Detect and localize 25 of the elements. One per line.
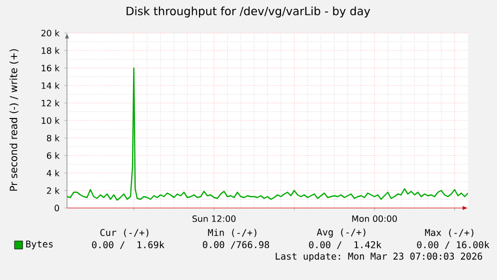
text: Cur (-/+) [100,228,148,238]
y-tick-label: 6 k [46,152,60,159]
y-tick-label: 20 k [41,30,60,36]
text: 0.00 / 16.00k [417,241,490,249]
legend-label: Bytes [26,240,53,250]
chart-title: Disk throughput for /dev/vg/varLib - by day [126,6,370,18]
y-tick-label: 10 k [42,117,60,124]
x-tick-label: Mon 00:00 [352,215,397,222]
text: Min (-/+) [208,228,256,238]
y-tick-label: 0 [54,204,60,212]
y-tick-label: 14 k [42,82,60,89]
y-tick-label: 12 k [42,100,60,106]
y-tick-label: 8 k [46,134,60,142]
y-tick-label: 2 k [46,187,60,194]
text: 0.00 / 1.69k [92,241,164,249]
text: Last update: Mon Mar 23 07:00:03 2026 [276,252,482,262]
text: Avg (-/+) [316,228,366,238]
text: 0.00 / 1.42k [309,241,382,249]
y-axis-title: Pr second read (-) / write (+) [10,49,18,191]
text: 0.00 /766.98 [202,241,270,249]
y-tick-label: 18 k [42,47,60,54]
y-tick-label: 16 k [42,64,60,72]
y-tick-label: 4 k [46,170,60,176]
x-tick-label: Sun 12:00 [192,215,236,222]
text: Max (-/+) [425,228,474,238]
